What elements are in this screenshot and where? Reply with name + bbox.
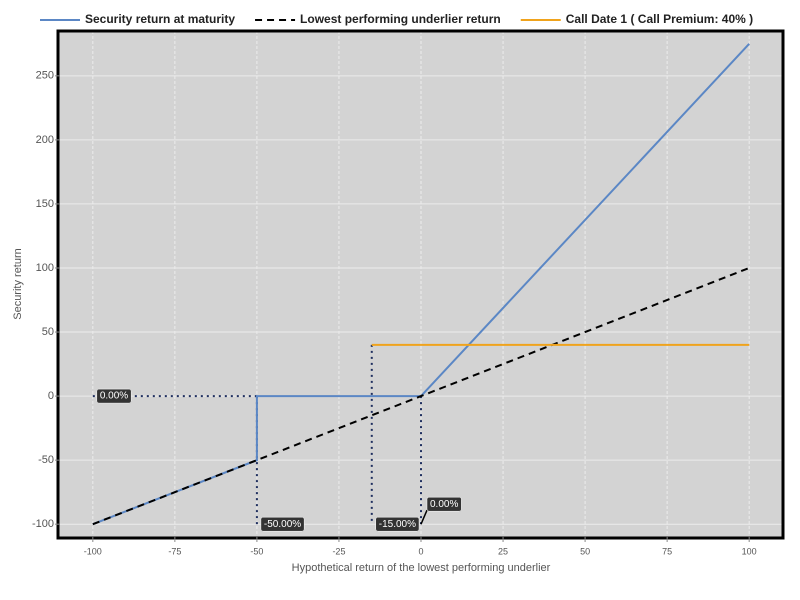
- annotation-label: 0.00%: [430, 499, 458, 510]
- y-tick-label: 250: [36, 70, 54, 82]
- y-tick-label: 100: [36, 262, 54, 274]
- annotation-box: [375, 516, 420, 532]
- x-tick-label: -100: [84, 546, 102, 556]
- series-line: [92, 267, 750, 526]
- annotation-label: -15.00%: [379, 519, 416, 530]
- annotation-box: [96, 388, 132, 404]
- x-tick-label: 25: [498, 546, 508, 556]
- annotation: 0.00%: [420, 496, 462, 525]
- y-tick-label: -50: [38, 454, 54, 466]
- x-axis-label: Hypothetical return of the lowest perfor…: [292, 562, 551, 574]
- legend-label: Lowest performing underlier return: [300, 12, 501, 26]
- y-tick-label: 150: [36, 198, 54, 210]
- y-axis-label: Security return: [12, 248, 24, 320]
- marks: [92, 43, 750, 526]
- y-tick-label: 0: [48, 390, 54, 402]
- x-tick-label: -50: [250, 546, 263, 556]
- annotation-box: [260, 516, 305, 532]
- x-tick-label: 100: [742, 546, 757, 556]
- annotation-label: -50.00%: [264, 519, 301, 530]
- series-line: [92, 43, 750, 526]
- y-tick-label: 200: [36, 134, 54, 146]
- legend-label: Security return at maturity: [85, 12, 235, 26]
- x-tick-label: 75: [662, 546, 672, 556]
- y-tick-label: 50: [42, 326, 54, 338]
- x-tick-label: 50: [580, 546, 590, 556]
- x-tick-label: 0: [418, 546, 423, 556]
- grid: [60, 31, 782, 537]
- annotation-connector: [420, 509, 428, 525]
- annotation-label: 0.00%: [100, 391, 128, 402]
- annotation: -15.00%: [375, 516, 420, 532]
- y-tick-label: -100: [32, 518, 54, 530]
- x-tick-label: -25: [332, 546, 345, 556]
- annotation: 0.00%: [96, 388, 132, 404]
- x-tick-label: -75: [168, 546, 181, 556]
- annotation-box: [426, 496, 462, 512]
- legend-label: Call Date 1 ( Call Premium: 40% ): [566, 12, 753, 26]
- annotation: -50.00%: [260, 516, 305, 532]
